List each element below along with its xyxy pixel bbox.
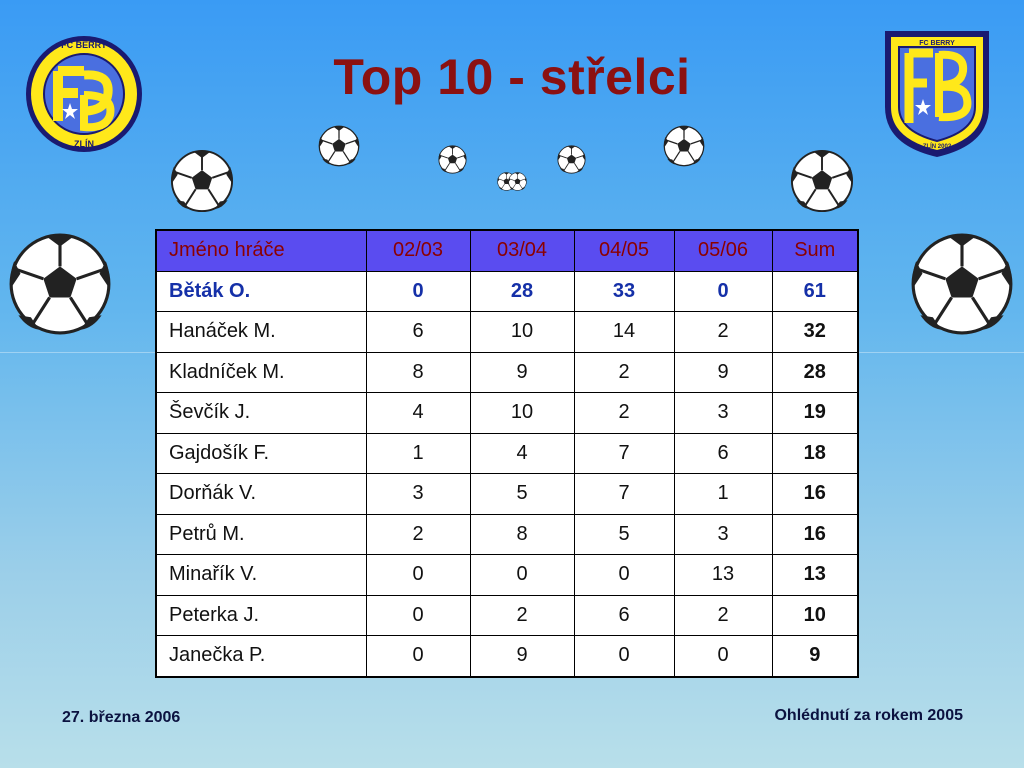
- goals-cell: 3: [365, 473, 471, 515]
- goals-cell: 7: [573, 473, 675, 515]
- soccer-ball-icon: [8, 232, 112, 336]
- player-name-cell: Gajdošík F.: [155, 432, 367, 474]
- goals-cell: 0: [573, 554, 675, 596]
- col-header-player-name: Jméno hráče: [155, 229, 367, 272]
- table-row: Hanáček M. 6 10 14 2 32: [155, 311, 859, 353]
- sum-cell: 10: [771, 594, 859, 636]
- goals-cell: 9: [469, 635, 575, 677]
- col-header-sum: Sum: [771, 229, 859, 272]
- player-name-cell: Petrů M.: [155, 513, 367, 555]
- goals-cell: 6: [365, 311, 471, 353]
- table-row: Běták O. 0 28 33 0 61: [155, 270, 859, 312]
- fc-berry-logo-right: FC BERRY ZLÍN 2002: [885, 31, 989, 157]
- table-header-row: Jméno hráče 02/03 03/04 04/05 05/06 Sum: [155, 229, 859, 272]
- col-header-season-02-03: 02/03: [365, 229, 471, 272]
- table-row: Ševčík J. 4 10 2 3 19: [155, 392, 859, 434]
- table-row: Peterka J. 0 2 6 2 10: [155, 594, 859, 636]
- goals-cell: 2: [469, 594, 575, 636]
- player-name-cell: Hanáček M.: [155, 311, 367, 353]
- goals-cell: 2: [673, 594, 773, 636]
- slide-title: Top 10 - střelci: [333, 49, 691, 105]
- table-row: Dorňák V. 3 5 7 1 16: [155, 473, 859, 515]
- sum-cell: 18: [771, 432, 859, 474]
- table-row: Kladníček M. 8 9 2 9 28: [155, 351, 859, 393]
- soccer-ball-icon: [790, 149, 854, 213]
- goals-cell: 0: [365, 635, 471, 677]
- goals-cell: 0: [573, 635, 675, 677]
- fc-berry-logo-left: FC BERRY ZLÍN: [26, 36, 142, 152]
- goals-cell: 9: [469, 351, 575, 393]
- goals-cell: 0: [365, 554, 471, 596]
- goals-cell: 8: [365, 351, 471, 393]
- sum-cell: 32: [771, 311, 859, 353]
- goals-cell: 5: [573, 513, 675, 555]
- logo-left-bottom-text: ZLÍN: [74, 139, 94, 149]
- player-name-cell: Peterka J.: [155, 594, 367, 636]
- soccer-ball-icon: [438, 145, 467, 174]
- soccer-ball-icon: [663, 125, 705, 167]
- goals-cell: 7: [573, 432, 675, 474]
- footer-subtitle: Ohlédnutí za rokem 2005: [774, 707, 963, 724]
- logo-right-top-text: FC BERRY: [919, 40, 955, 47]
- sum-cell: 13: [771, 554, 859, 596]
- goals-cell: 0: [365, 594, 471, 636]
- soccer-ball-icon: [910, 232, 1014, 336]
- goals-cell: 6: [673, 432, 773, 474]
- goals-cell: 5: [469, 473, 575, 515]
- player-name-cell: Minařík V.: [155, 554, 367, 596]
- table-row: Petrů M. 2 8 5 3 16: [155, 513, 859, 555]
- player-name-cell: Janečka P.: [155, 635, 367, 677]
- goals-cell: 10: [469, 392, 575, 434]
- goals-cell: 8: [469, 513, 575, 555]
- goals-cell: 10: [469, 311, 575, 353]
- col-header-season-04-05: 04/05: [573, 229, 675, 272]
- sum-cell: 16: [771, 473, 859, 515]
- goals-cell: 3: [673, 513, 773, 555]
- soccer-ball-icon: [170, 149, 234, 213]
- goals-cell: 13: [673, 554, 773, 596]
- goals-cell: 9: [673, 351, 773, 393]
- sum-cell: 28: [771, 351, 859, 393]
- sum-cell: 61: [771, 270, 859, 312]
- goals-cell: 2: [573, 392, 675, 434]
- goals-cell: 2: [673, 311, 773, 353]
- goals-cell: 0: [673, 635, 773, 677]
- sum-cell: 19: [771, 392, 859, 434]
- logo-left-top-text: FC BERRY: [61, 40, 107, 50]
- soccer-ball-icon: [508, 172, 527, 191]
- player-name-cell: Běták O.: [155, 270, 367, 312]
- player-name-cell: Kladníček M.: [155, 351, 367, 393]
- goals-cell: 1: [673, 473, 773, 515]
- soccer-ball-icon: [557, 145, 586, 174]
- logo-right-bottom-text: ZLÍN 2002: [923, 142, 952, 150]
- goals-cell: 2: [365, 513, 471, 555]
- goals-cell: 14: [573, 311, 675, 353]
- table-row: Janečka P. 0 9 0 0 9: [155, 635, 859, 677]
- player-name-cell: Ševčík J.: [155, 392, 367, 434]
- player-name-cell: Dorňák V.: [155, 473, 367, 515]
- goals-cell: 0: [469, 554, 575, 596]
- top-scorers-table: Jméno hráče 02/03 03/04 04/05 05/06 Sum …: [155, 229, 859, 678]
- goals-cell: 1: [365, 432, 471, 474]
- goals-cell: 4: [469, 432, 575, 474]
- goals-cell: 6: [573, 594, 675, 636]
- goals-cell: 28: [469, 270, 575, 312]
- goals-cell: 2: [573, 351, 675, 393]
- col-header-season-05-06: 05/06: [673, 229, 773, 272]
- goals-cell: 3: [673, 392, 773, 434]
- goals-cell: 0: [673, 270, 773, 312]
- sum-cell: 16: [771, 513, 859, 555]
- footer-date: 27. března 2006: [62, 709, 181, 726]
- soccer-ball-icon: [318, 125, 360, 167]
- goals-cell: 0: [365, 270, 471, 312]
- table-row: Minařík V. 0 0 0 13 13: [155, 554, 859, 596]
- table-row: Gajdošík F. 1 4 7 6 18: [155, 432, 859, 474]
- col-header-season-03-04: 03/04: [469, 229, 575, 272]
- goals-cell: 33: [573, 270, 675, 312]
- sum-cell: 9: [771, 635, 859, 677]
- goals-cell: 4: [365, 392, 471, 434]
